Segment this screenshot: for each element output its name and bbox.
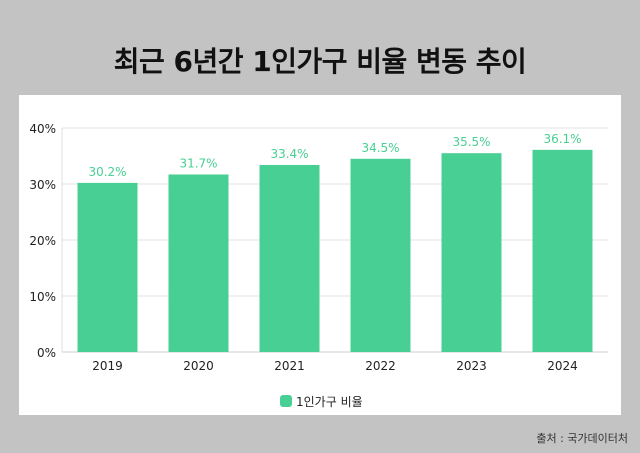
legend-swatch	[280, 395, 292, 407]
data-label: 31.7%	[179, 156, 217, 170]
bar	[259, 164, 320, 352]
legend-label: 1인가구 비율	[296, 395, 363, 409]
bar	[532, 149, 593, 352]
bar	[77, 182, 138, 352]
x-tick-label: 2024	[547, 359, 578, 373]
y-tick-label: 40%	[29, 122, 56, 136]
data-label: 36.1%	[543, 132, 581, 146]
y-tick-label: 30%	[29, 178, 56, 192]
data-label: 34.5%	[361, 141, 399, 155]
data-label: 35.5%	[452, 135, 490, 149]
x-tick-label: 2019	[92, 359, 123, 373]
data-label: 33.4%	[270, 147, 308, 161]
y-tick-label: 20%	[29, 234, 56, 248]
page-title: 최근 6년간 1인가구 비율 변동 추이	[113, 45, 527, 78]
y-tick-label: 0%	[37, 346, 56, 360]
source-note: 출처 : 국가데이터처	[536, 432, 628, 445]
data-label: 30.2%	[88, 165, 126, 179]
bar	[168, 174, 229, 352]
y-tick-label: 10%	[29, 290, 56, 304]
x-tick-label: 2020	[183, 359, 214, 373]
bar	[350, 158, 411, 352]
x-tick-label: 2021	[274, 359, 305, 373]
x-tick-label: 2022	[365, 359, 396, 373]
x-tick-label: 2023	[456, 359, 487, 373]
bar	[441, 153, 502, 352]
